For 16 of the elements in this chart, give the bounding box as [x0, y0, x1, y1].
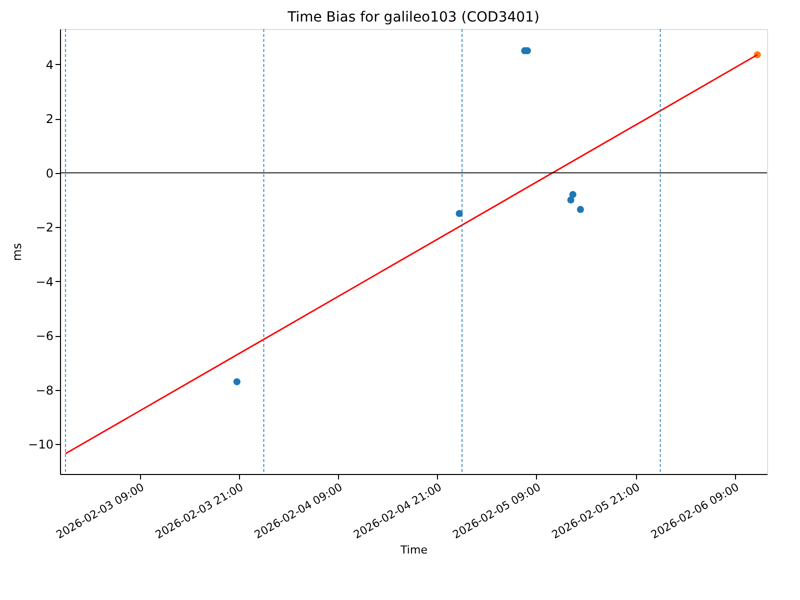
y-tick-label: −4 — [36, 274, 54, 289]
y-tick-label: −8 — [36, 383, 54, 398]
y-tick-label: −6 — [36, 329, 54, 344]
y-tick-label: 2 — [46, 112, 54, 126]
y-axis-title: ms — [10, 243, 24, 261]
point — [576, 206, 584, 213]
point — [569, 190, 576, 198]
y-tick-label: 0 — [46, 166, 54, 180]
point — [456, 210, 463, 218]
point — [567, 196, 574, 204]
chart-title: Time Bias for galileo103 (COD3401) — [286, 10, 540, 26]
y-tick-label: −2 — [36, 220, 54, 235]
x-axis-title: Time — [400, 544, 428, 557]
y-tick-label: 4 — [46, 58, 54, 72]
y-tick-label: −10 — [28, 438, 54, 452]
point — [233, 378, 240, 386]
